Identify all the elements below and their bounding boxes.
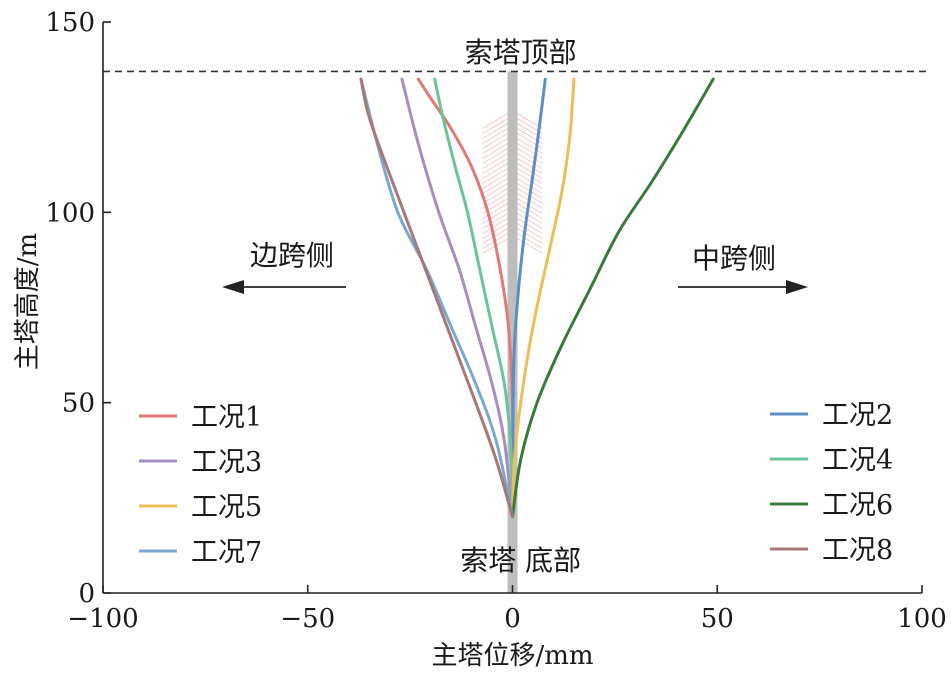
x-tick-label: 50 — [701, 604, 734, 634]
legend-right: 工况2 工况4 工况6 工况8 — [770, 400, 893, 566]
arrow-head — [786, 280, 808, 294]
tower-bar — [507, 71, 518, 593]
legend-label: 工况7 — [191, 537, 262, 568]
ticks: −100 −50 0 50 100 0 50 100 150 — [45, 8, 946, 634]
legend-label: 工况5 — [191, 492, 262, 523]
y-tick-label: 150 — [45, 8, 95, 38]
side-span-label: 边跨侧 — [250, 239, 334, 272]
y-tick-label: 100 — [45, 198, 95, 228]
legend-left: 工况1 工况3 工况5 工况7 — [139, 402, 262, 568]
series-line-工况6 — [511, 77, 715, 519]
x-tick-label: 100 — [897, 604, 947, 634]
series-line-工况3 — [400, 77, 514, 519]
series-lines — [359, 77, 715, 519]
arrow-head — [222, 280, 244, 294]
legend-label: 工况4 — [822, 445, 893, 476]
y-tick-label: 0 — [78, 579, 95, 609]
legend-label: 工况1 — [191, 402, 262, 433]
series-line-工况5 — [511, 77, 576, 519]
x-tick-label: −50 — [280, 604, 335, 634]
x-axis-title: 主塔位移/mm — [431, 641, 593, 671]
tower-top-label: 索塔顶部 — [465, 36, 577, 69]
series-line-工况4 — [433, 77, 514, 500]
legend-label: 工况8 — [822, 535, 893, 566]
y-tick-label: 50 — [62, 389, 95, 419]
y-axis-title: 主塔高度/m — [13, 233, 43, 370]
tower-bottom-label: 索塔 底部 — [460, 544, 581, 577]
mid-span-arrow — [678, 280, 808, 294]
x-tick-label: 0 — [504, 604, 521, 634]
side-span-arrow — [222, 280, 346, 294]
legend-label: 工况2 — [822, 400, 893, 431]
series-line-工况8 — [359, 77, 514, 519]
x-tick-label: −100 — [67, 604, 138, 634]
mid-span-label: 中跨侧 — [692, 242, 776, 275]
series-line-工况2 — [511, 77, 547, 519]
legend-label: 工况6 — [822, 490, 893, 521]
legend-label: 工况3 — [191, 447, 262, 478]
